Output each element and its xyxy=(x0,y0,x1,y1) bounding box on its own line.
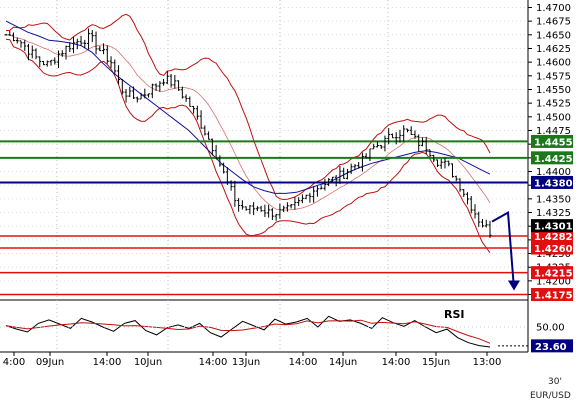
last-price-label: 1.4301 xyxy=(534,222,573,233)
time-axis: 4:00 09Jun 14:00 10Jun 14:00 13Jun 14:00 14Jun 1… xyxy=(3,352,502,368)
level-label: 1.4282 xyxy=(534,232,573,243)
price-tick-label: 1.4600 xyxy=(536,58,571,69)
price-tick-label: 1.4700 xyxy=(536,3,571,14)
time-tick-label: 10Jun xyxy=(134,357,162,368)
arrow-line xyxy=(491,210,515,289)
level-label: 1.4175 xyxy=(534,291,573,302)
level-label-bg xyxy=(531,241,573,255)
price-tick-label: 1.4500 xyxy=(536,112,571,123)
time-tick-label: 14:00 xyxy=(93,357,122,368)
price-tick-label: 1.4550 xyxy=(536,85,571,96)
rsi-last-bg xyxy=(531,339,573,353)
last-price-bg xyxy=(531,219,573,233)
band-middle xyxy=(5,34,491,211)
symbol-label: EUR/USD xyxy=(530,391,571,401)
level-label: 1.4455 xyxy=(534,137,573,148)
level-label-bg xyxy=(531,134,573,148)
band-lower xyxy=(5,38,491,254)
time-tick-label: 14:00 xyxy=(382,357,411,368)
price-tick-label: 1.4625 xyxy=(536,44,571,55)
bollinger-bands xyxy=(5,13,491,254)
time-tick-label: 13Jun xyxy=(232,357,260,368)
price-tick-label: 1.4675 xyxy=(536,17,571,28)
candlesticks xyxy=(4,28,492,239)
price-tick-label: 1.4200 xyxy=(536,276,571,287)
time-tick-label: 09Jun xyxy=(36,357,64,368)
level-label-bg xyxy=(531,288,573,302)
rsi-last-label: 23.60 xyxy=(535,342,567,353)
level-label-bg xyxy=(531,151,573,165)
price-tick-label: 1.4650 xyxy=(536,30,571,41)
grid xyxy=(0,0,529,353)
band-upper xyxy=(5,13,491,201)
price-tick-label: 1.4400 xyxy=(536,167,571,178)
arrow-head xyxy=(508,280,520,291)
price-levels xyxy=(0,140,528,296)
time-tick-label: 14:00 xyxy=(199,357,228,368)
price-tick-label: 1.4350 xyxy=(536,194,571,205)
rsi-signal-line xyxy=(5,319,491,344)
time-tick-label: 4:00 xyxy=(3,357,25,368)
price-tick-label: 1.4525 xyxy=(536,99,571,110)
timeframe-label: 30' xyxy=(548,377,562,387)
level-label-bg xyxy=(531,229,573,243)
rsi-title: RSI xyxy=(444,308,465,321)
level-label: 1.4425 xyxy=(534,154,573,165)
rsi-line xyxy=(5,315,491,348)
time-tick-label: 13:00 xyxy=(473,357,502,368)
price-tick-label: 1.4575 xyxy=(536,71,571,82)
price-tick-label: 1.4325 xyxy=(536,208,571,219)
rsi-tick-label: 50.00 xyxy=(536,323,565,334)
forecast-arrow xyxy=(491,210,520,291)
time-tick-label: 14:00 xyxy=(289,357,318,368)
level-label: 1.4260 xyxy=(534,244,573,255)
rsi-panel: 50.00 23.60 xyxy=(0,315,573,353)
level-label: 1.4215 xyxy=(534,269,573,280)
price-tick-label: 1.4475 xyxy=(536,126,571,137)
level-label: 1.4380 xyxy=(534,178,573,189)
level-label-bg xyxy=(531,175,573,189)
level-label-bg xyxy=(531,266,573,280)
time-tick-label: 15Jun xyxy=(422,357,450,368)
time-tick-label: 14Jun xyxy=(329,357,357,368)
